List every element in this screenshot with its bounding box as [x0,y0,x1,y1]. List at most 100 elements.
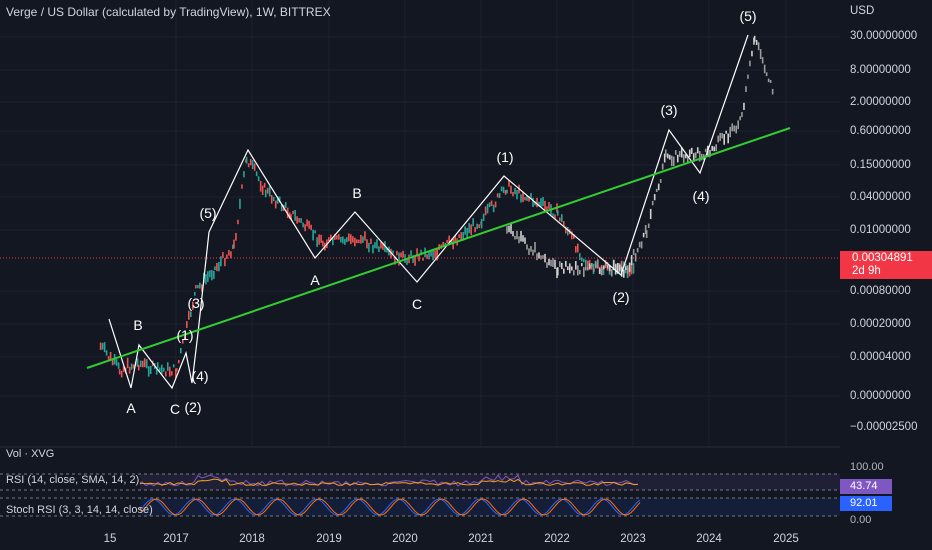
projection-candle [542,255,544,259]
candle [334,234,336,240]
candle [484,206,487,216]
candle [158,367,161,372]
projection-candle [579,269,581,275]
candle [190,311,192,318]
wave-label: B [352,185,362,201]
candle [304,224,306,232]
candle [235,232,237,241]
projection-candle [615,263,617,274]
stoch-rsi-label[interactable]: Stoch RSI (3, 3, 14, 14, close) [6,504,153,516]
projection-candle [649,208,652,220]
candle [172,364,175,368]
projection-candle [733,125,735,132]
candle [211,270,213,281]
candle [374,242,376,249]
projection-candle [674,150,677,155]
projection-candle [755,39,758,45]
candle [530,193,532,199]
candle [573,234,575,239]
candle [130,363,133,370]
candle [107,356,110,360]
projection-candle [704,148,707,153]
rsi-panel [0,473,840,491]
candle [559,217,561,222]
volume-label[interactable]: Vol · XVG [6,448,55,460]
candle [168,366,171,377]
projection-candle [518,236,520,244]
projection-candle [524,237,526,244]
wave-label: (4) [692,188,710,204]
price-tick: 0.04000000 [850,191,911,203]
projection-candle [759,49,762,60]
projection-candle [611,269,613,277]
projection-candle [735,125,737,134]
projection-candle [655,188,658,193]
candle [436,248,438,256]
candle [540,198,542,207]
candle [261,185,264,196]
candle [296,216,298,224]
projection-candle [737,120,739,130]
projection-candle [585,267,587,271]
candle [552,213,554,217]
projection-candle [690,147,693,154]
candle [494,201,497,208]
candle [506,189,508,194]
candle [197,284,199,289]
projection-candle [692,153,695,161]
projection-candle [561,262,563,270]
rsi-ma-line [139,478,639,486]
rsi-label[interactable]: RSI (14, close, SMA, 14, 2) [6,474,140,486]
projection-candle [741,112,743,118]
projection-candle [607,265,609,269]
projection-candle [557,267,559,276]
projection-candle [563,268,565,274]
candle [180,348,182,354]
candle [328,237,330,242]
projection-candle [688,149,691,157]
candle [571,231,573,240]
projection-candle [664,149,667,157]
candle [428,251,430,260]
candle [392,250,394,254]
price-tick: 0.00004000 [850,351,911,363]
projection-candle [715,144,717,152]
projection-candle [682,154,685,163]
projection-candle [634,253,637,262]
price-tick: 2.00000000 [850,96,911,108]
candle [268,186,271,197]
candle [430,251,432,257]
candle [264,189,267,198]
price-tick: 0.60000000 [850,125,911,137]
projection-candle [644,225,647,234]
candle [520,194,522,203]
rsi-band [140,474,840,490]
candle [170,371,173,376]
candle [632,263,635,274]
candle [524,197,526,201]
candle [486,203,489,214]
projection-candle [676,154,679,163]
candle [488,202,491,208]
projection-candle [565,260,567,267]
price-tick: 0.00000000 [850,390,911,402]
candle [230,251,232,259]
candle [360,234,362,238]
projection-candle [686,155,689,164]
candle [222,252,224,259]
candle [194,292,196,296]
candle [336,235,338,240]
projection-candle [587,266,589,271]
price-tick: 0.15000000 [850,159,911,171]
candle [314,230,316,234]
candle [366,239,368,249]
candle [526,195,528,201]
candle [320,234,322,243]
candle [290,214,292,221]
projection-candle [700,153,703,161]
candle [243,171,245,178]
candle [241,184,243,189]
projection-candle [670,155,673,167]
price-candles [99,156,635,379]
